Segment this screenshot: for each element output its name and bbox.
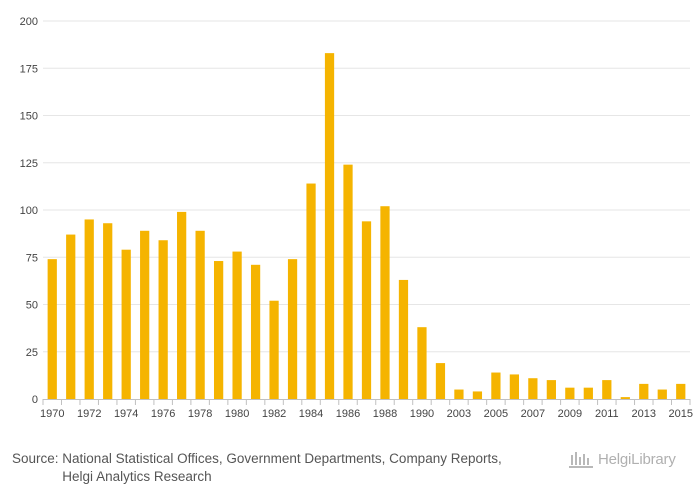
- bar-1978: [195, 230, 205, 399]
- x-tick-label: 1982: [262, 408, 286, 420]
- x-tick-label: 2003: [447, 408, 471, 420]
- bar-2011: [602, 380, 612, 399]
- bar-1982: [269, 300, 279, 399]
- bar-1989: [398, 279, 409, 399]
- bar-1975: [140, 230, 150, 399]
- x-tick-label: 1978: [188, 408, 212, 420]
- bar-1987: [361, 221, 372, 399]
- y-tick-label: 100: [20, 205, 38, 217]
- x-tick-label: 1988: [373, 408, 397, 420]
- y-tick-label: 50: [26, 300, 38, 312]
- x-tick-label: 1970: [40, 408, 64, 420]
- source-label: Source:: [12, 451, 59, 466]
- bar-2005: [491, 372, 501, 399]
- x-tick-label: 2011: [595, 408, 619, 420]
- x-tick-label: 1990: [410, 408, 434, 420]
- y-tick-label: 25: [26, 347, 38, 359]
- bar-2013: [639, 383, 649, 399]
- bar-1981: [250, 264, 261, 399]
- bar-2010: [583, 387, 593, 399]
- bar-1988: [380, 206, 390, 399]
- y-tick-label: 125: [20, 158, 38, 170]
- bar-2009: [565, 387, 575, 399]
- bar-2012: [620, 397, 630, 399]
- x-tick-label: 1974: [114, 408, 138, 420]
- bar-2006: [509, 374, 520, 399]
- library-building-icon: [569, 452, 593, 468]
- bar-1976: [158, 240, 168, 399]
- bar-1991: [435, 363, 446, 399]
- brand-name: HelgiLibrary: [598, 450, 676, 468]
- x-tick-label: 1984: [299, 408, 323, 420]
- x-tick-label: 2009: [558, 408, 582, 420]
- source-text-line2: Helgi Analytics Research: [62, 469, 212, 484]
- bar-2003: [454, 389, 464, 399]
- x-tick-label: 2015: [669, 408, 693, 420]
- x-tick-label: 1976: [151, 408, 175, 420]
- bar-1974: [121, 249, 131, 399]
- bar-2014: [657, 389, 667, 399]
- x-tick-label: 2005: [484, 408, 508, 420]
- x-tick-label: 2007: [521, 408, 545, 420]
- bar-1986: [343, 164, 353, 399]
- x-tick-label: 1980: [225, 408, 249, 420]
- bar-2015: [676, 383, 686, 399]
- y-axis-ticks: 0 25 50 75 100 125 150 175 200: [20, 16, 38, 406]
- y-tick-label: 200: [20, 16, 38, 28]
- x-axis-ticks: 1970 1972 1974 1976 1978 1980 1982 1984 1986 1988…: [40, 399, 693, 420]
- bar-1971: [66, 234, 76, 399]
- x-tick-label: 1986: [336, 408, 360, 420]
- y-tick-label: 175: [20, 63, 38, 75]
- bar-1973: [103, 223, 113, 399]
- y-tick-label: 0: [32, 394, 38, 406]
- y-tick-label: 75: [26, 252, 38, 264]
- helgilibrary-logo: HelgiLibrary: [568, 448, 676, 470]
- bar-2007: [528, 378, 538, 399]
- x-tick-label: 1972: [77, 408, 101, 420]
- bar-1972: [84, 219, 94, 399]
- bar-1980: [232, 251, 242, 399]
- bar-2008: [546, 380, 556, 399]
- bar-2004: [472, 391, 483, 399]
- y-tick-label: 150: [20, 111, 38, 123]
- bar-1970: [47, 259, 57, 399]
- x-tick-label: 2013: [632, 408, 656, 420]
- bar-1990: [417, 327, 427, 399]
- source-text-line1: National Statistical Offices, Government…: [62, 451, 502, 466]
- bar-1977: [177, 211, 187, 399]
- bar-1983: [287, 259, 298, 399]
- source-note: Source: National Statistical Offices, Go…: [12, 450, 502, 486]
- bar-1985: [324, 53, 335, 399]
- bars: [47, 53, 686, 399]
- bar-1979: [213, 261, 224, 399]
- bar-1984: [306, 183, 316, 399]
